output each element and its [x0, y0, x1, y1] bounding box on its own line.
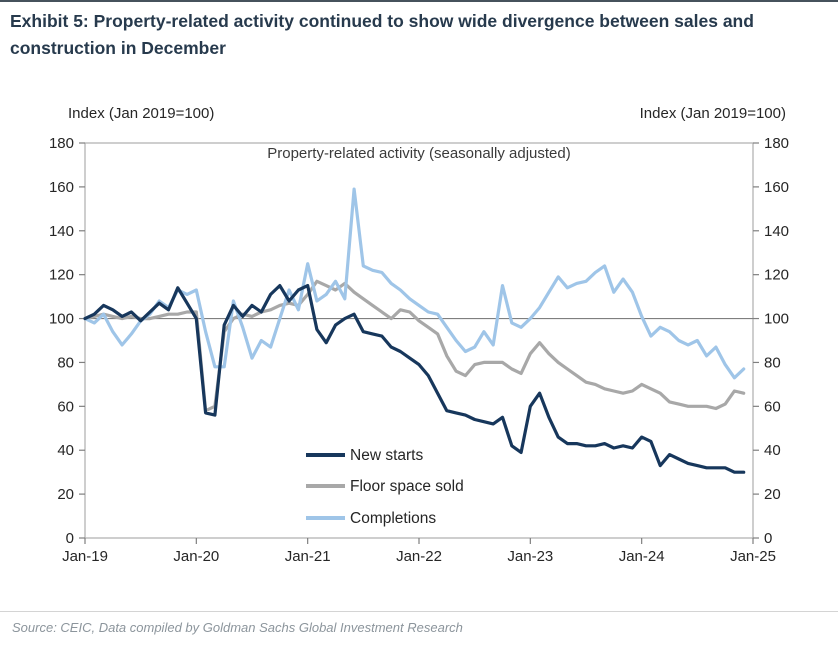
y-tick-label-left: 160: [49, 179, 74, 196]
series-line-new-starts: [83, 284, 746, 474]
x-tick-label: Jan-24: [619, 548, 665, 565]
footer-divider: [0, 611, 838, 612]
y-tick-label-right: 60: [764, 398, 781, 415]
y-tick-label-right: 180: [764, 135, 789, 152]
y-tick-label-left: 80: [57, 354, 74, 371]
y-tick-label-left: 20: [57, 486, 74, 503]
source-note: Source: CEIC, Data compiled by Goldman S…: [12, 620, 463, 635]
y-tick-label-right: 120: [764, 267, 789, 284]
legend: New starts Floor space sold Completions: [306, 447, 464, 527]
legend-label-completions: Completions: [350, 510, 436, 527]
plot-layer: 0 0 20 20 40 40 60 60 80 80 100 100 120 120 140 140 160 1…: [49, 135, 789, 565]
top-divider: [0, 0, 838, 2]
series-line-completions: [83, 187, 746, 380]
y-tick-label-left: 40: [57, 442, 74, 459]
x-tick-label: Jan-23: [507, 548, 553, 565]
y-tick-label-right: 40: [764, 442, 781, 459]
legend-item-floor-space-sold: Floor space sold: [306, 478, 464, 495]
x-tick-label: Jan-22: [396, 548, 442, 565]
legend-item-completions: Completions: [306, 510, 436, 527]
y-tick-label-left: 120: [49, 267, 74, 284]
y-tick-label-left: 60: [57, 398, 74, 415]
y-tick-label-right: 160: [764, 179, 789, 196]
legend-label-new-starts: New starts: [350, 447, 423, 464]
y-tick-label-right: 80: [764, 354, 781, 371]
exhibit-title: Exhibit 5: Property-related activity con…: [10, 11, 754, 59]
legend-item-new-starts: New starts: [306, 447, 423, 464]
right-axis-title: Index (Jan 2019=100): [640, 105, 786, 122]
left-axis-title: Index (Jan 2019=100): [68, 105, 214, 122]
y-tick-label-right: 0: [764, 530, 772, 547]
legend-label-floor-space-sold: Floor space sold: [350, 478, 464, 495]
x-tick-label: Jan-19: [62, 548, 108, 565]
series-line-floor-space-sold: [83, 279, 746, 413]
y-tick-label-left: 0: [66, 530, 74, 547]
chart-inner-title: Property-related activity (seasonally ad…: [267, 145, 570, 162]
y-tick-label-left: 180: [49, 135, 74, 152]
y-tick-label-left: 100: [49, 311, 74, 328]
x-tick-label: Jan-20: [173, 548, 219, 565]
y-tick-label-left: 140: [49, 223, 74, 240]
y-tick-label-right: 100: [764, 311, 789, 328]
y-tick-label-right: 20: [764, 486, 781, 503]
line-chart: Index (Jan 2019=100) Index (Jan 2019=100…: [49, 105, 789, 565]
x-tick-label: Jan-25: [730, 548, 776, 565]
y-tick-label-right: 140: [764, 223, 789, 240]
x-tick-label: Jan-21: [285, 548, 331, 565]
